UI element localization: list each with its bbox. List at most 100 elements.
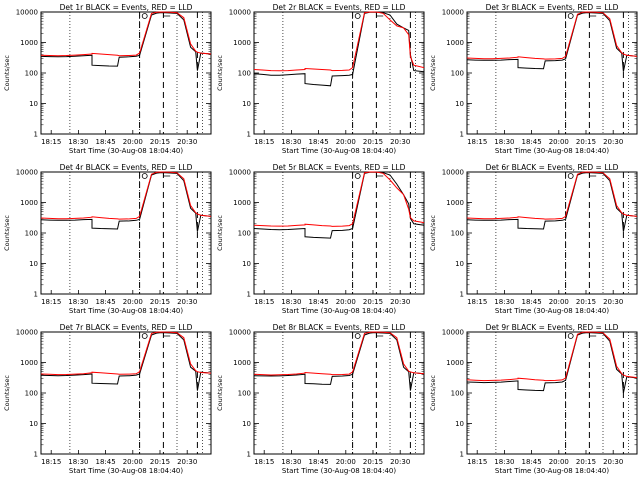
x-axis-label: Start Time (30-Aug-08 18:04:40) [69, 307, 183, 315]
plot-frame [253, 331, 425, 455]
top-marker [376, 172, 384, 177]
detector-panel: Det 8r BLACK = Events, RED = LLD Counts/s… [216, 323, 425, 475]
panel-title: Det 1r BLACK = Events, RED = LLD [60, 3, 193, 12]
x-tick-label: 20:30 [390, 458, 410, 466]
panel-title: Det 3r BLACK = Events, RED = LLD [486, 3, 619, 12]
y-tick-label: 1000 [446, 359, 464, 367]
events-series-line [253, 332, 425, 391]
x-tick-label: 18:45 [522, 298, 542, 306]
plot-frame [40, 171, 212, 295]
plot-frame [466, 11, 638, 135]
plot-frame [40, 11, 212, 135]
x-tick-label: 18:15 [254, 138, 274, 146]
x-tick-label: 18:30 [68, 138, 88, 146]
detector-panel: Det 5r BLACK = Events, RED = LLD Counts/s… [216, 163, 425, 315]
y-tick-label: 10 [242, 100, 251, 108]
x-tick-label: 20:15 [576, 138, 596, 146]
x-axis-label: Start Time (30-Aug-08 18:04:40) [495, 307, 609, 315]
x-tick-label: 20:15 [363, 138, 383, 146]
plot-frame [40, 331, 212, 455]
events-series-line [253, 11, 425, 87]
top-marker [567, 13, 574, 19]
y-tick-label: 10 [242, 420, 251, 428]
x-axis-label: Start Time (30-Aug-08 18:04:40) [495, 147, 609, 155]
y-tick-label: 100 [25, 230, 38, 238]
lld-series-line [40, 11, 212, 57]
y-tick-label: 1 [247, 451, 251, 459]
y-tick-label: 10 [242, 260, 251, 268]
x-tick-label: 18:15 [467, 458, 487, 466]
y-tick-label: 1 [34, 131, 38, 139]
x-tick-label: 20:15 [576, 458, 596, 466]
x-tick-label: 20:15 [363, 458, 383, 466]
x-axis-label: Start Time (30-Aug-08 18:04:40) [282, 467, 396, 475]
x-tick-label: 20:00 [549, 138, 569, 146]
top-marker [354, 13, 361, 19]
x-tick-label: 18:30 [281, 298, 301, 306]
panel-title: Det 2r BLACK = Events, RED = LLD [273, 3, 406, 12]
y-tick-label: 10000 [229, 9, 251, 17]
x-tick-label: 18:30 [494, 298, 514, 306]
x-tick-label: 18:45 [96, 458, 116, 466]
y-tick-label: 100 [238, 230, 251, 238]
x-tick-label: 20:30 [390, 138, 410, 146]
top-marker [163, 172, 171, 177]
x-tick-label: 18:45 [96, 298, 116, 306]
top-marker [567, 173, 574, 179]
y-tick-label: 1 [34, 451, 38, 459]
x-tick-label: 20:30 [177, 138, 197, 146]
y-tick-label: 1000 [446, 39, 464, 47]
x-tick-label: 20:00 [123, 458, 143, 466]
lld-series-line [466, 11, 638, 60]
y-tick-label: 1000 [20, 359, 38, 367]
x-tick-label: 18:30 [281, 138, 301, 146]
y-tick-label: 1 [460, 291, 464, 299]
lld-series-line [466, 171, 638, 220]
x-tick-label: 20:30 [603, 298, 623, 306]
y-tick-label: 10000 [16, 169, 38, 177]
y-tick-label: 1000 [233, 199, 251, 207]
y-axis-label: Counts/sec [429, 55, 437, 91]
x-tick-label: 18:30 [68, 298, 88, 306]
top-marker [589, 332, 597, 337]
x-tick-label: 18:30 [281, 458, 301, 466]
lld-series-line [40, 171, 212, 220]
y-tick-label: 100 [451, 70, 464, 78]
y-tick-label: 10000 [442, 9, 464, 17]
y-tick-label: 10 [455, 260, 464, 268]
top-marker [141, 13, 148, 19]
top-marker [567, 333, 574, 339]
x-tick-label: 18:15 [254, 458, 274, 466]
x-tick-label: 20:15 [150, 298, 170, 306]
y-tick-label: 10000 [442, 329, 464, 337]
lld-series-line [40, 331, 212, 376]
events-series-line [466, 12, 638, 72]
panel-title: Det 7r BLACK = Events, RED = LLD [60, 323, 193, 332]
x-tick-label: 18:45 [309, 458, 329, 466]
detector-panel: Det 6r BLACK = Events, RED = LLD Counts/s… [429, 163, 638, 315]
panel-title: Det 9r BLACK = Events, RED = LLD [486, 323, 619, 332]
panel-title: Det 6r BLACK = Events, RED = LLD [486, 163, 619, 172]
y-tick-label: 100 [25, 390, 38, 398]
panel-title: Det 5r BLACK = Events, RED = LLD [273, 163, 406, 172]
y-axis-label: Counts/sec [216, 375, 224, 411]
events-series-line [40, 12, 212, 71]
y-tick-label: 100 [238, 70, 251, 78]
lld-series-line [466, 331, 638, 382]
y-tick-label: 10000 [229, 329, 251, 337]
y-tick-label: 10 [455, 420, 464, 428]
top-marker [589, 12, 597, 17]
x-tick-label: 20:00 [336, 298, 356, 306]
y-tick-label: 10000 [16, 9, 38, 17]
x-axis-label: Start Time (30-Aug-08 18:04:40) [69, 467, 183, 475]
x-axis-label: Start Time (30-Aug-08 18:04:40) [282, 307, 396, 315]
x-tick-label: 20:00 [123, 138, 143, 146]
x-tick-label: 18:15 [467, 298, 487, 306]
x-tick-label: 18:30 [68, 458, 88, 466]
y-tick-label: 10000 [229, 169, 251, 177]
y-tick-label: 1 [460, 131, 464, 139]
events-series-line [466, 332, 638, 394]
x-tick-label: 20:15 [150, 138, 170, 146]
top-marker [376, 332, 384, 337]
x-tick-label: 20:15 [150, 458, 170, 466]
